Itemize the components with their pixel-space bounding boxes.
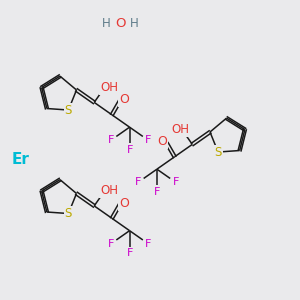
Text: O: O bbox=[158, 135, 167, 148]
Text: F: F bbox=[108, 135, 114, 145]
Text: F: F bbox=[145, 135, 152, 145]
Text: OH: OH bbox=[171, 123, 189, 136]
Text: F: F bbox=[135, 177, 141, 187]
Text: F: F bbox=[154, 187, 160, 197]
Text: F: F bbox=[126, 248, 133, 259]
Text: H: H bbox=[130, 16, 139, 30]
Text: O: O bbox=[119, 197, 129, 210]
Text: O: O bbox=[116, 16, 126, 30]
Text: Er: Er bbox=[11, 152, 29, 167]
Text: S: S bbox=[65, 207, 72, 220]
Text: F: F bbox=[126, 145, 133, 155]
Text: F: F bbox=[108, 239, 114, 249]
Text: O: O bbox=[119, 93, 129, 106]
Text: OH: OH bbox=[100, 81, 118, 94]
Text: OH: OH bbox=[100, 184, 118, 197]
Text: F: F bbox=[172, 177, 179, 187]
Text: F: F bbox=[145, 239, 152, 249]
Text: S: S bbox=[214, 146, 222, 158]
Text: S: S bbox=[65, 103, 72, 116]
Text: H: H bbox=[102, 16, 111, 30]
